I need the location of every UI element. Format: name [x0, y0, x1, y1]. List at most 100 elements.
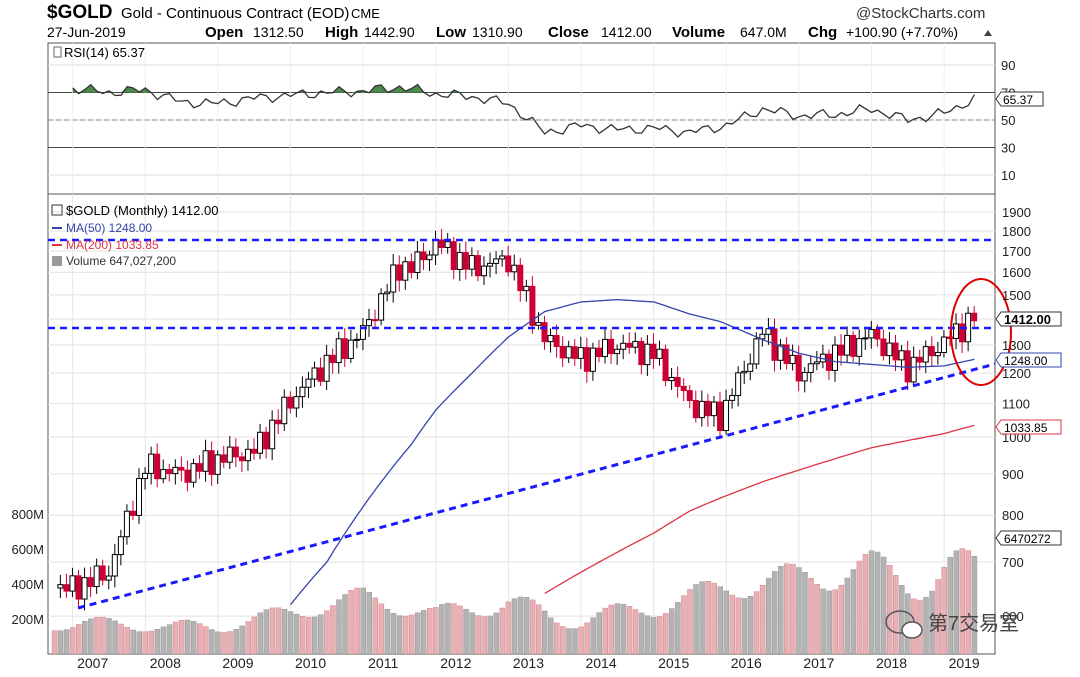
volume-bar: [541, 610, 548, 654]
price-tick-label: 1900: [1002, 205, 1031, 220]
year-label: 2011: [368, 655, 398, 671]
volume-bar: [868, 550, 875, 654]
ma50-badge-value: 1248.00: [1004, 354, 1048, 368]
candle-body: [456, 252, 463, 270]
candle-body: [892, 342, 899, 361]
candle-body: [184, 469, 191, 483]
volume-bar: [965, 550, 972, 654]
close-value: 1412.00: [601, 24, 652, 40]
candle-body: [202, 450, 209, 472]
candle-body: [644, 343, 651, 366]
candle-body: [323, 354, 330, 382]
volume-bar: [281, 608, 288, 654]
price-tick-label: 1500: [1002, 288, 1031, 303]
candle-body: [57, 584, 64, 589]
candle-body: [674, 377, 681, 387]
volume-bar: [862, 554, 869, 654]
candle-body: [517, 264, 524, 292]
volume-bar: [578, 626, 584, 654]
volume-bar: [644, 615, 651, 654]
candle-body: [117, 536, 124, 556]
volume-bar: [699, 581, 705, 654]
candle-body: [523, 285, 530, 292]
volume-bar: [312, 616, 318, 654]
candle-body: [462, 252, 469, 270]
candle-body: [238, 456, 245, 462]
price-tick-label: 700: [1002, 555, 1024, 570]
time-axis: 2007 2008 2009 2010 2011 2012 2013 2014 2015 2016…: [77, 655, 980, 671]
volume-bar: [457, 605, 463, 654]
candle-body: [577, 347, 584, 359]
candle-body: [614, 348, 621, 355]
volume-bar: [475, 615, 481, 654]
price-tick-label: 1200: [1002, 366, 1031, 381]
volume-bar: [172, 621, 179, 654]
close-badge-shape: [995, 311, 1062, 327]
volume-bar: [626, 606, 633, 654]
candle-body: [341, 338, 348, 359]
volume-bar: [408, 614, 415, 654]
volume-bar: [215, 631, 221, 654]
volume-bar: [517, 596, 524, 654]
symbol-title: $GOLD: [47, 2, 112, 23]
rsi-axis: 9070503010: [1001, 58, 1015, 183]
volume-bar: [330, 605, 336, 654]
volume-bar: [336, 599, 342, 654]
candle-body: [856, 338, 863, 357]
volume-bar: [160, 626, 167, 654]
rsi-tick-label: 90: [1001, 58, 1015, 73]
volume-bar: [178, 620, 185, 654]
high-label: High: [325, 24, 358, 41]
volume-bar: [729, 594, 736, 654]
candle-body: [874, 328, 881, 340]
volume-bar: [560, 626, 566, 654]
candle-body: [759, 333, 766, 340]
candle-body: [825, 353, 832, 371]
candle-body: [831, 344, 838, 371]
candle-body: [553, 335, 560, 348]
wechat-icon-inner: [901, 621, 923, 639]
candle-body: [844, 334, 851, 356]
volume-bar: [142, 631, 149, 654]
candle-body: [87, 577, 94, 588]
rsi-tick-label: 30: [1001, 141, 1015, 156]
candle-body: [378, 293, 385, 321]
ma50-line: [290, 298, 975, 606]
candle-body: [123, 510, 130, 538]
year-label: 2019: [949, 655, 980, 671]
price-tick-label: 1800: [1002, 224, 1031, 239]
candle-body: [934, 352, 941, 357]
volume-bar: [451, 603, 457, 654]
candle-body: [632, 340, 639, 348]
volume-bar: [632, 609, 639, 654]
candle-body: [928, 346, 935, 357]
volume-bar: [184, 619, 191, 654]
candle-body: [244, 448, 251, 462]
candle-body: [565, 346, 572, 359]
ma200-line: [544, 424, 975, 594]
volume-bar: [656, 616, 663, 654]
volume-bar: [687, 589, 693, 654]
volume-bar: [784, 563, 790, 654]
candle-body: [75, 575, 82, 600]
volume-bar: [778, 566, 784, 654]
candle-body: [608, 338, 615, 355]
candle-body: [480, 265, 487, 277]
ma50-badge: 1248.00: [995, 352, 1062, 368]
volume-bar: [765, 577, 772, 654]
candle-body: [414, 251, 421, 273]
volume-bar: [384, 608, 391, 654]
price-tick-label: 1600: [1002, 265, 1031, 280]
volume-bar: [100, 616, 106, 654]
volume-bar: [505, 601, 512, 654]
volume-bar: [245, 621, 251, 654]
candle-body: [293, 396, 300, 409]
volume-bar: [529, 599, 536, 654]
candle-body: [880, 338, 887, 357]
chg-value: +100.90 (+7.70%): [846, 24, 958, 40]
candle-body: [735, 372, 742, 397]
volume-bar: [493, 612, 500, 654]
year-label: 2012: [440, 655, 471, 671]
rsi-current-badge: 65.37: [995, 91, 1044, 107]
candle-body: [729, 395, 736, 401]
